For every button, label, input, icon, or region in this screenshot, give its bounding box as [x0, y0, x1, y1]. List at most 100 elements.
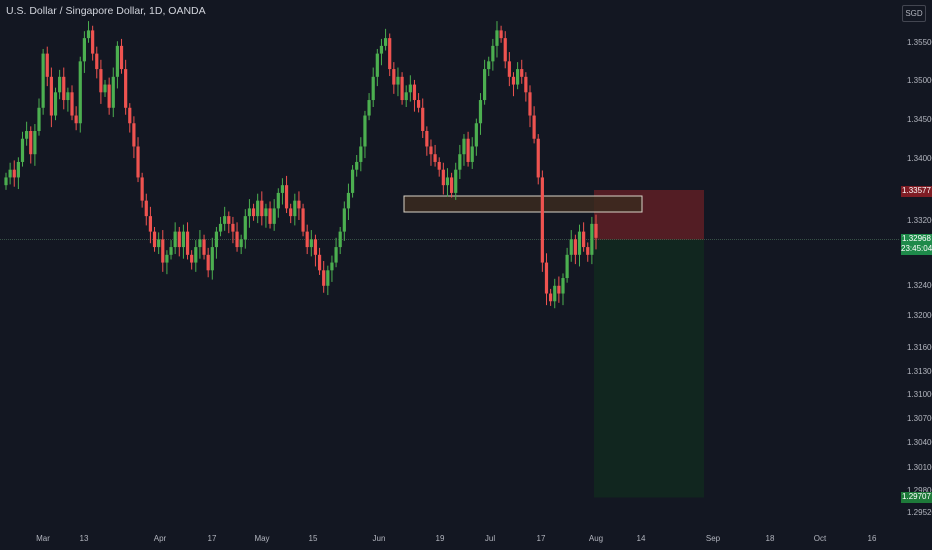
candle-body [412, 84, 417, 101]
candle-body [338, 231, 342, 248]
candle-body [565, 254, 569, 279]
candle-body [58, 76, 62, 93]
price-tick-label: 1.30700 [907, 414, 932, 423]
candle-body [91, 30, 95, 54]
candle-body [383, 38, 388, 46]
candle-body [594, 223, 598, 238]
candle-body [256, 200, 260, 217]
candle-body [107, 84, 111, 108]
candle-body [128, 107, 132, 124]
supply-zone-rectangle[interactable] [403, 195, 643, 213]
price-tick-label: 1.35000 [907, 76, 932, 85]
time-tick-label: 18 [766, 534, 775, 543]
candle-body [330, 262, 334, 271]
price-axis[interactable]: 1.35500 1.35000 1.34500 1.34000 1.33200 1.324… [907, 38, 932, 517]
candle-body [458, 154, 462, 170]
price-tick-label: 1.30100 [907, 463, 932, 472]
candle-body [136, 146, 140, 178]
candle-body [540, 177, 544, 263]
candle-body [355, 161, 359, 170]
candle-body [148, 216, 153, 232]
price-tick-label: 1.34000 [907, 154, 932, 163]
title-separator: , [162, 5, 169, 17]
candle-body [313, 239, 318, 255]
candle-body [503, 38, 507, 62]
candle-body [103, 84, 107, 93]
candle-body [177, 231, 181, 248]
candle-body [363, 115, 367, 147]
candle-body [371, 76, 375, 101]
candle-body [198, 239, 202, 248]
price-tick-label: 1.29520 [907, 508, 932, 517]
candle-body [293, 200, 297, 217]
candle-body [532, 115, 536, 139]
candle-body [544, 262, 549, 294]
bar-countdown: 23:45:04 [901, 244, 932, 253]
price-tick-label: 1.31300 [907, 367, 932, 376]
candle-body [140, 177, 144, 201]
candle-body [375, 53, 379, 77]
candle-body [33, 131, 37, 155]
time-tick-label: Mar [36, 534, 50, 543]
candle-body [152, 231, 157, 248]
price-tick-label: 1.34500 [907, 115, 932, 124]
candle-body [499, 30, 503, 39]
candle-body [416, 100, 421, 108]
candle-body [86, 30, 91, 39]
candle-body [569, 239, 573, 255]
time-tick-label: 17 [537, 534, 546, 543]
chart-title: U.S. Dollar / Singapore Dollar, 1D, OAND… [6, 5, 206, 17]
candle-body [82, 38, 86, 62]
candle-body [218, 223, 223, 232]
candle-body [305, 231, 309, 248]
time-tick-label: Oct [814, 534, 827, 543]
candle-body [454, 169, 458, 193]
time-tick-label: Jul [485, 534, 495, 543]
candle-body [280, 185, 285, 193]
candle-body [144, 200, 148, 217]
candle-body [111, 76, 115, 108]
candlestick-series [4, 21, 598, 309]
price-tick-label: 1.30400 [907, 438, 932, 447]
time-tick-label: May [254, 534, 269, 543]
candle-body [474, 123, 478, 147]
price-tick-label: 1.32000 [907, 311, 932, 320]
time-tick-label: Apr [154, 534, 167, 543]
time-axis[interactable]: Mar 13 Apr 17 May 15 Jun 19 Jul 17 Aug 14 Sep 18 Oct 16 [36, 534, 877, 543]
time-tick-label: 16 [868, 534, 877, 543]
candle-body [586, 247, 590, 255]
take-profit-zone[interactable] [594, 239, 704, 498]
candle-body [342, 208, 346, 232]
candle-body [181, 231, 186, 248]
candle-body [210, 247, 214, 271]
candle-body [553, 285, 557, 302]
candle-body [425, 131, 429, 147]
candle-body [404, 92, 408, 101]
candle-body [78, 61, 82, 124]
candle-body [185, 231, 190, 255]
candle-body [132, 123, 136, 147]
candle-body [251, 208, 256, 217]
candle-body [577, 231, 582, 255]
time-tick-label: Aug [589, 534, 603, 543]
title-separator: , [143, 5, 149, 17]
candle-body [392, 69, 396, 85]
candle-body [41, 53, 45, 108]
candle-body [379, 45, 384, 54]
candle-body [231, 223, 235, 232]
candle-body [478, 100, 483, 124]
candle-body [264, 208, 268, 217]
candle-body [124, 69, 128, 108]
time-tick-label: 14 [637, 534, 646, 543]
candle-body [462, 138, 466, 155]
candle-body [400, 76, 404, 101]
candle-body [297, 200, 301, 209]
price-tick-label: 1.31600 [907, 343, 932, 352]
candle-body [573, 239, 577, 255]
currency-selector[interactable]: SGD [902, 5, 926, 22]
candle-body [367, 100, 371, 116]
candle-body [206, 254, 210, 271]
price-tick-label: 1.29800 [907, 486, 932, 495]
